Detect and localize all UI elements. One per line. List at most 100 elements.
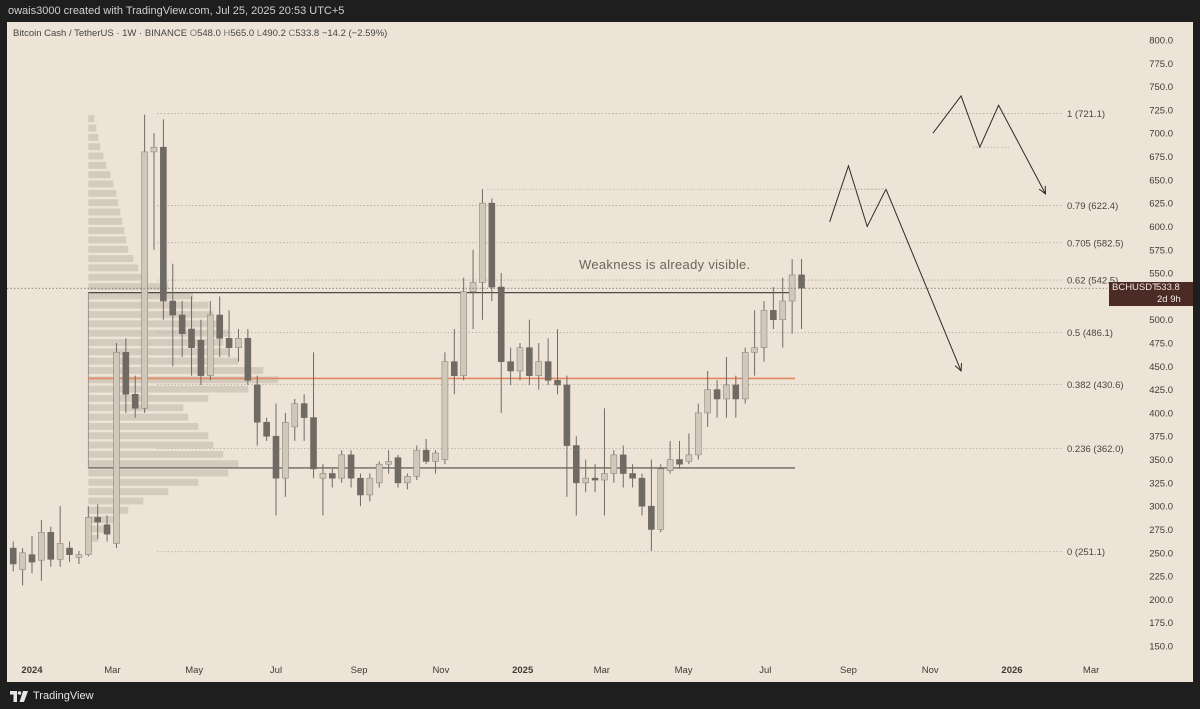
volume-profile-bar [88, 217, 123, 225]
candle-up [666, 459, 674, 472]
candle-up [113, 352, 120, 544]
price-tag-symbol: BCHUSDT [1112, 282, 1158, 294]
legend-low: 490.2 [262, 28, 286, 39]
candle-down [347, 454, 355, 479]
legend-open-label: O [189, 28, 198, 39]
volume-profile-bar [88, 525, 109, 533]
candle-down [507, 361, 514, 372]
candle-down [178, 314, 186, 334]
candle-up [56, 543, 64, 560]
candle-down [619, 454, 627, 474]
volume-profile-bar [88, 460, 239, 468]
legend-high-label: H [223, 28, 231, 39]
candle-up [150, 146, 158, 153]
candle-up [601, 473, 608, 481]
y-tick-label: 550.0 [1149, 269, 1173, 280]
chart-annotation: Weakness is already visible. [579, 257, 751, 272]
candle-down [244, 338, 252, 381]
fib-level-label: 0 (251.1) [1067, 547, 1105, 558]
volume-profile-bar [88, 376, 279, 384]
candle-up [685, 454, 693, 462]
volume-profile-bar [88, 245, 129, 253]
fib-level-label: 0.382 (430.6) [1067, 380, 1124, 391]
candle-down [713, 389, 721, 400]
candle-down [66, 547, 73, 555]
tradingview-logo[interactable]: TradingView [10, 684, 94, 709]
candle-down [197, 339, 205, 376]
candle-down [563, 384, 571, 446]
legend-close-label: C [288, 28, 296, 39]
fib-level-label: 0.236 (362.0) [1067, 444, 1124, 455]
volume-profile-bar [88, 189, 117, 197]
y-tick-label: 325.0 [1149, 478, 1173, 489]
volume-profile-bar [88, 432, 209, 440]
x-tick-label: Mar [594, 665, 610, 676]
candle-down [422, 449, 430, 462]
volume-profile-bar [88, 273, 149, 281]
candle-up [385, 461, 392, 465]
candle-up [610, 454, 618, 474]
candle-down [572, 445, 580, 484]
volume-profile-bar [88, 227, 125, 235]
volume-profile-bar [88, 283, 169, 290]
volume-profile-bar [88, 255, 134, 263]
volume-profile-bar [88, 180, 114, 188]
candle-down [629, 473, 636, 479]
candle-up [38, 531, 45, 561]
y-tick-label: 250.0 [1149, 548, 1173, 559]
candle-up [657, 468, 665, 530]
candle-down [94, 517, 101, 523]
fib-level-label: 0.705 (582.5) [1067, 238, 1124, 249]
candle-up [460, 291, 467, 376]
volume-profile-bar [88, 422, 199, 430]
volume-profile-bar [88, 469, 229, 477]
x-tick-label: May [185, 665, 203, 676]
fib-level-label: 0.5 (486.1) [1067, 328, 1113, 339]
candle-down [300, 403, 308, 418]
y-tick-label: 275.0 [1149, 525, 1173, 536]
candle-down [103, 524, 111, 535]
y-tick-label: 175.0 [1149, 618, 1173, 629]
candle-down [770, 310, 777, 320]
x-tick-label: Jul [270, 665, 282, 676]
candle-up [694, 412, 702, 456]
x-tick-label: Nov [432, 665, 449, 676]
y-tick-label: 625.0 [1149, 199, 1173, 210]
y-tick-label: 500.0 [1149, 315, 1173, 326]
x-tick-label: Mar [1083, 665, 1099, 676]
volume-profile-bar [88, 115, 95, 123]
chart-frame[interactable]: 1 (721.1) 0.79 (622.4) 0.705 (582.5) 0.62 (… [7, 22, 1193, 682]
candle-up [723, 384, 730, 400]
candle-down [253, 384, 261, 423]
y-tick-label: 350.0 [1149, 455, 1173, 466]
y-tick-label: 475.0 [1149, 339, 1173, 350]
legend-close: 533.8 [295, 28, 320, 39]
candle-up [282, 421, 289, 479]
volume-profile-bar [88, 450, 224, 458]
volume-profile-bar [88, 171, 111, 179]
volume-profile-bar [88, 124, 97, 132]
candle-up [741, 352, 749, 400]
price-tag-value: 533.8 [1156, 282, 1180, 294]
projection-arrowhead [1038, 185, 1047, 195]
legend-open: 548.0 [197, 28, 221, 39]
candle-up [235, 338, 242, 348]
candle-down [188, 328, 195, 348]
y-tick-label: 775.0 [1149, 59, 1173, 70]
candle-up [441, 361, 449, 460]
candle-up [432, 452, 439, 462]
candle-down [310, 417, 317, 470]
candle-down [169, 300, 177, 316]
candle-up [516, 347, 524, 372]
candle-up [704, 389, 711, 414]
legend-symbol: Bitcoin Cash / TetherUS · 1W · BINANCE [13, 28, 188, 39]
candle-up [404, 476, 411, 484]
volume-profile-bar [88, 161, 107, 169]
volume-profile-bar [88, 152, 104, 160]
volume-profile-bar [88, 506, 129, 514]
volume-profile-bar [88, 329, 229, 337]
candle-down [28, 554, 36, 563]
candle-down [544, 361, 552, 381]
x-tick-label: Sep [840, 665, 857, 676]
price-chart[interactable]: 1 (721.1) 0.79 (622.4) 0.705 (582.5) 0.62 (… [7, 22, 1193, 682]
